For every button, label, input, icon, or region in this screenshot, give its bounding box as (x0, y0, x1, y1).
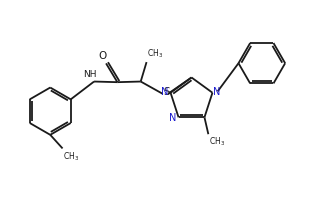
Text: N: N (169, 113, 176, 123)
Text: N: N (161, 87, 169, 97)
Text: CH$_3$: CH$_3$ (63, 150, 79, 163)
Text: NH: NH (83, 70, 97, 79)
Text: S: S (164, 87, 170, 97)
Text: CH$_3$: CH$_3$ (209, 136, 225, 148)
Text: CH$_3$: CH$_3$ (147, 47, 163, 60)
Text: O: O (98, 51, 106, 61)
Text: N: N (213, 87, 221, 97)
